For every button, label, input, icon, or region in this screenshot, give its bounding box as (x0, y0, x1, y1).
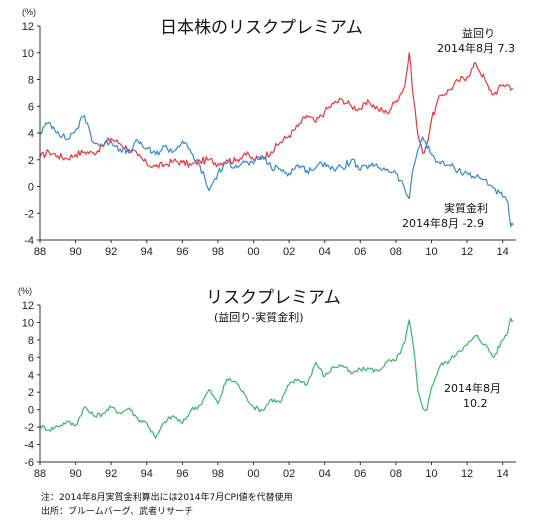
chart1-x-tick-label: 98 (212, 246, 224, 258)
chart2-x-tick-label: 92 (105, 468, 117, 480)
chart2-x-tick-label: 06 (354, 468, 366, 480)
chart1-y-tick-label: 0 (28, 182, 34, 194)
chart1-y-tick-label: 6 (28, 101, 34, 113)
chart1-y-tick-label: 8 (28, 75, 34, 87)
chart1-x-tick-label: 96 (176, 246, 188, 258)
chart1-y-tick-label: 10 (22, 48, 34, 60)
chart2-x-tick-label: 90 (69, 468, 81, 480)
chart2-subtitle: (益回り-実質金利) (214, 310, 304, 324)
chart2-title: リスクプレミアム (206, 288, 341, 308)
chart2-y-tick-label: -2 (24, 422, 34, 434)
chart1-title: 日本株のリスクプレミアム (160, 18, 363, 38)
chart2-x-tick-label: 08 (390, 468, 402, 480)
chart2-y-tick-label: 2 (28, 387, 34, 399)
risk-premium-latest-value-label: 10.2 (463, 397, 488, 410)
chart1-y-tick-labels: 12 10 8 6 4 2 0 -2 -4 (22, 21, 34, 247)
footnote-note: 注：2014年8月実質金利算出には2014年7月CPI値を代替使用 (41, 491, 293, 503)
real-rate-latest-label: 2014年8月 -2.9 (402, 216, 484, 230)
chart2-x-tick-label: 00 (247, 468, 259, 480)
chart2-y-tick-label: 6 (28, 352, 34, 364)
chart2-y-tick-label: 10 (22, 317, 34, 329)
chart2-series-layer (39, 317, 514, 439)
chart1-x-tick-label: 14 (497, 246, 509, 258)
chart1-x-tick-label: 92 (105, 246, 117, 258)
risk-premium-latest-date-label: 2014年8月 (444, 381, 501, 395)
chart1-x-tick-label: 02 (283, 246, 295, 258)
chart2-y-tick-label: 8 (28, 335, 34, 347)
chart1-y-tick-label: 4 (28, 128, 34, 140)
chart1-series-line-1 (39, 52, 514, 169)
chart1-x-tick-label: 10 (425, 246, 437, 258)
earnings-yield-latest-label: 2014年8月 7.3 (437, 41, 515, 55)
chart2-y-tick-label: -4 (24, 440, 34, 452)
chart2-x-tick-label: 12 (461, 468, 473, 480)
earnings-yield-label: 益回り (462, 26, 495, 40)
chart2-x-tick-label: 02 (283, 468, 295, 480)
chart1-series-layer (39, 52, 514, 228)
chart1-series-line-2 (39, 115, 514, 228)
chart1-x-tick-label: 06 (354, 246, 366, 258)
chart1-y-tick-label: 12 (22, 21, 34, 33)
chart2-x-tick-labels: 88 90 92 94 96 98 00 02 04 06 08 10 12 14 (34, 468, 509, 480)
chart1-x-tick-label: 90 (69, 246, 81, 258)
chart1-axes (37, 25, 516, 243)
chart1-x-tick-labels: 88 90 92 94 96 98 00 02 04 06 08 10 12 14 (34, 246, 509, 258)
chart1-y-tick-label: -4 (24, 235, 34, 247)
risk-premium-chart: 12 10 8 6 4 2 0 -2 -4 -6 88 90 92 94 96 98 00 02 04 06 08 10… (18, 286, 516, 480)
chart2-x-tick-label: 96 (176, 468, 188, 480)
chart2-unit-label: (%) (18, 286, 32, 296)
chart2-y-tick-label: 0 (28, 405, 34, 417)
chart1-y-tick-label: -2 (24, 208, 34, 220)
chart2-series-line-1 (39, 317, 514, 439)
footnote-source: 出所：ブルームバーグ、武者リサーチ (41, 505, 193, 517)
chart1-x-tick-label: 04 (319, 246, 331, 258)
chart2-y-tick-label: -6 (24, 457, 34, 469)
chart2-x-tick-label: 14 (497, 468, 509, 480)
chart2-y-tick-label: 12 (22, 300, 34, 312)
real-rate-label: 実質金利 (444, 201, 488, 215)
chart1-x-tick-label: 94 (141, 246, 153, 258)
chart2-x-tick-label: 98 (212, 468, 224, 480)
chart2-y-tick-label: 4 (28, 370, 34, 382)
chart2-x-tick-label: 10 (425, 468, 437, 480)
chart2-axes (37, 304, 516, 465)
chart1-y-tick-label: 2 (28, 155, 34, 167)
chart1-x-tick-label: 08 (390, 246, 402, 258)
chart2-x-tick-label: 94 (141, 468, 153, 480)
chart1-unit-label: (%) (22, 7, 36, 17)
chart2-x-tick-label: 04 (319, 468, 331, 480)
chart2-y-tick-labels: 12 10 8 6 4 2 0 -2 -4 -6 (22, 300, 34, 469)
chart1-x-tick-label: 00 (247, 246, 259, 258)
chart2-x-tick-label: 88 (34, 468, 46, 480)
chart1-x-tick-label: 12 (461, 246, 473, 258)
chart1-x-tick-label: 88 (34, 246, 46, 258)
